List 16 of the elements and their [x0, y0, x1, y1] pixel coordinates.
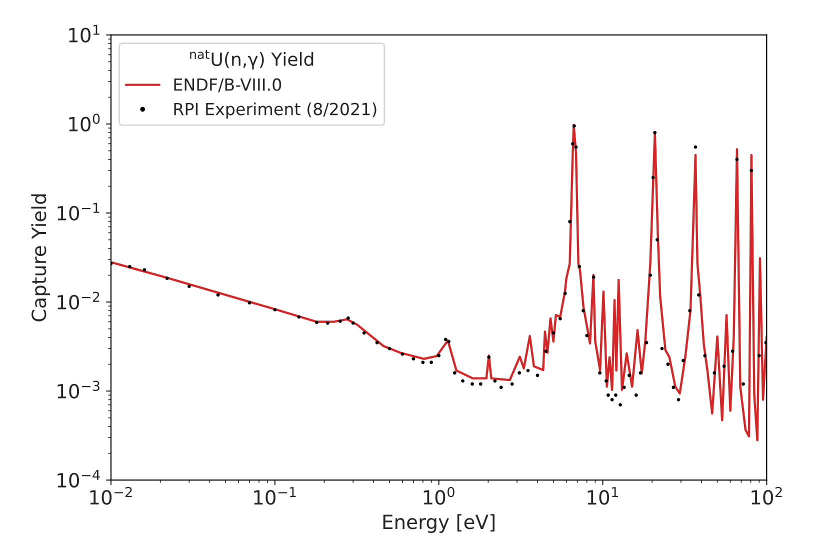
- legend-title: $^{nat}$U(n,γ) Yield: [190, 50, 314, 70]
- x-tick-label: 10$^{−1}$: [254, 487, 296, 505]
- y-tick-label: 10$^{0}$: [69, 114, 100, 132]
- y-tick-label: 10$^{−2}$: [58, 292, 100, 310]
- y-tick-label: 10$^{−1}$: [58, 202, 100, 221]
- y-tick-label: 10$^{1}$: [69, 24, 100, 42]
- legend-label: ENDF/B-VIII.0: [174, 78, 282, 92]
- x-tick-label: 10$^{1}$: [588, 487, 618, 505]
- y-axis-title: Capture Yield: [31, 194, 50, 322]
- y-tick-label: 10$^{−3}$: [58, 380, 100, 399]
- y-tick-label: 10$^{−4}$: [58, 470, 100, 488]
- x-tick-label: 10$^{−2}$: [90, 486, 132, 505]
- x-tick-label: 10$^{0}$: [424, 486, 454, 505]
- legend-label: RPI Experiment (8/2021): [174, 102, 376, 119]
- x-tick-label: 10$^{2}$: [752, 486, 782, 505]
- x-axis-title: Energy [eV]: [383, 514, 494, 533]
